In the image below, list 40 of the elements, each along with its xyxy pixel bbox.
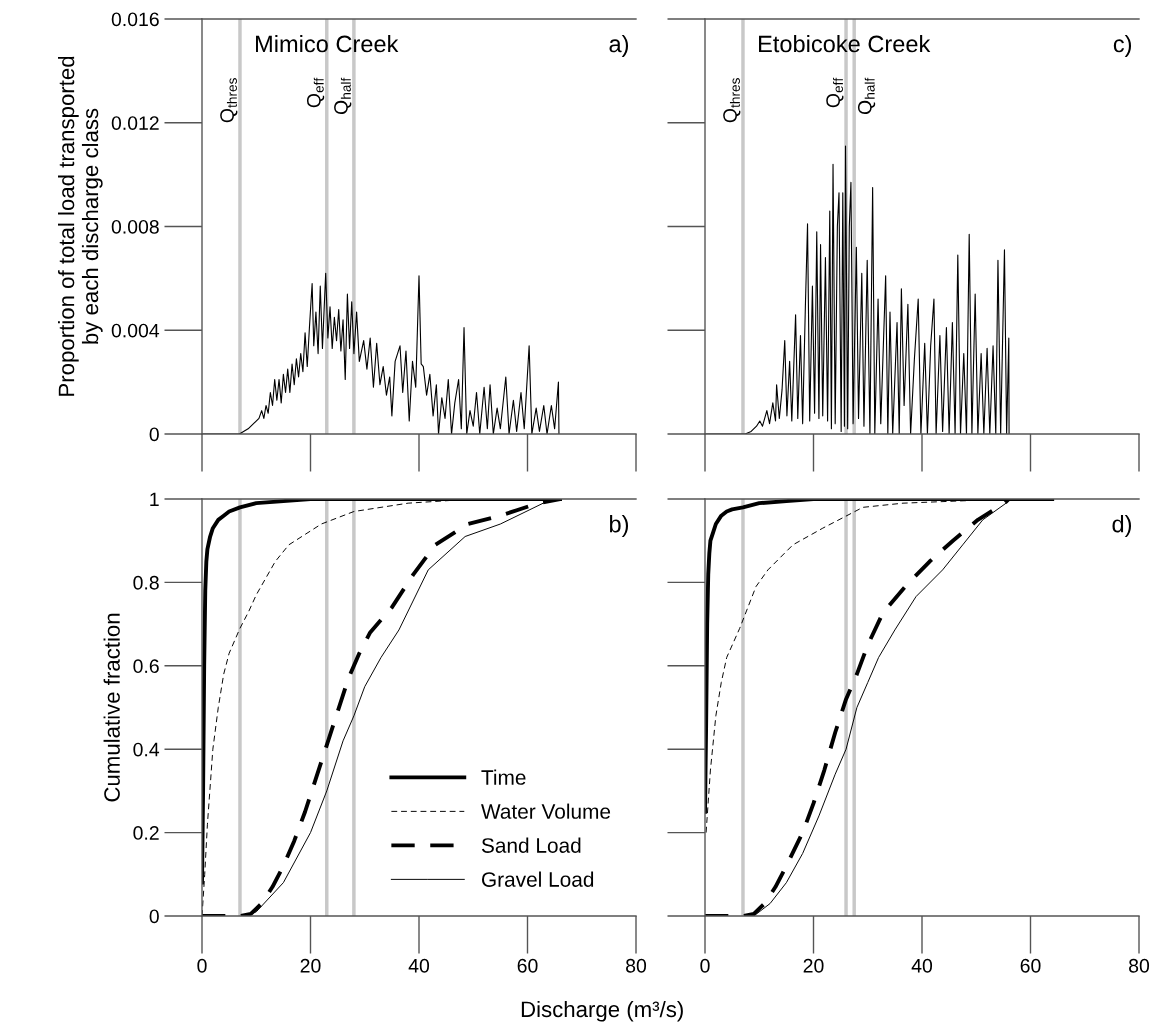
ref-line-label: Q$_{half}$ (857, 77, 876, 115)
x-tick-label: 0 (197, 958, 207, 973)
y-tick-label: 0.2 (133, 826, 159, 840)
annotation: Mimico Creek (256, 34, 399, 53)
annotation: d) (1112, 515, 1132, 538)
y-tick-label: 0 (149, 909, 159, 924)
annotation: b) (610, 515, 629, 538)
x-axis-title: Discharge (m³/s) (521, 1000, 683, 1022)
y-tick-label: 0.016 (111, 12, 159, 27)
y-axis-title: Proportion of total load transported by each discharge class (58, 56, 103, 396)
x-tick-label: 40 (911, 958, 933, 973)
x-tick-label: 60 (1020, 958, 1041, 973)
y-axis-title: Cumulative fraction (103, 613, 120, 802)
y-tick-label: 0.012 (111, 116, 159, 130)
y-tick-label: 0.8 (133, 575, 159, 590)
legend-label: Sand Load (481, 837, 581, 853)
x-tick-label: 40 (408, 958, 430, 973)
y-tick-label: 0.6 (133, 659, 159, 674)
y-tick-label: 0 (149, 427, 159, 442)
annotation: Etobicoke Creek (759, 34, 931, 53)
annotation: c) (1113, 34, 1132, 57)
x-tick-label: 80 (1129, 958, 1150, 973)
x-tick-label: 60 (517, 958, 538, 973)
y-tick-label: 0.004 (111, 323, 160, 338)
y-tick-label: 1 (150, 492, 159, 507)
ref-line-label: Q$_{half}$ (334, 77, 352, 115)
x-tick-label: 0 (700, 958, 710, 973)
y-tick-label: 0.4 (133, 742, 160, 757)
legend-label: Gravel Load (481, 871, 594, 887)
legend-label: Water Volume (481, 803, 611, 819)
ref-line-label: Q$_{thres}$ (723, 78, 741, 123)
annotation: a) (609, 34, 629, 57)
ref-line-label: Q$_{eff}$ (306, 77, 325, 108)
legend-label: Time (481, 769, 526, 785)
x-tick-label: 20 (300, 958, 321, 973)
ref-line-label: Q$_{thres}$ (220, 78, 238, 123)
x-tick-label: 80 (626, 958, 647, 973)
ref-line-label: Q$_{eff}$ (826, 77, 844, 108)
x-tick-label: 20 (803, 958, 824, 973)
y-tick-label: 0.008 (111, 219, 159, 234)
